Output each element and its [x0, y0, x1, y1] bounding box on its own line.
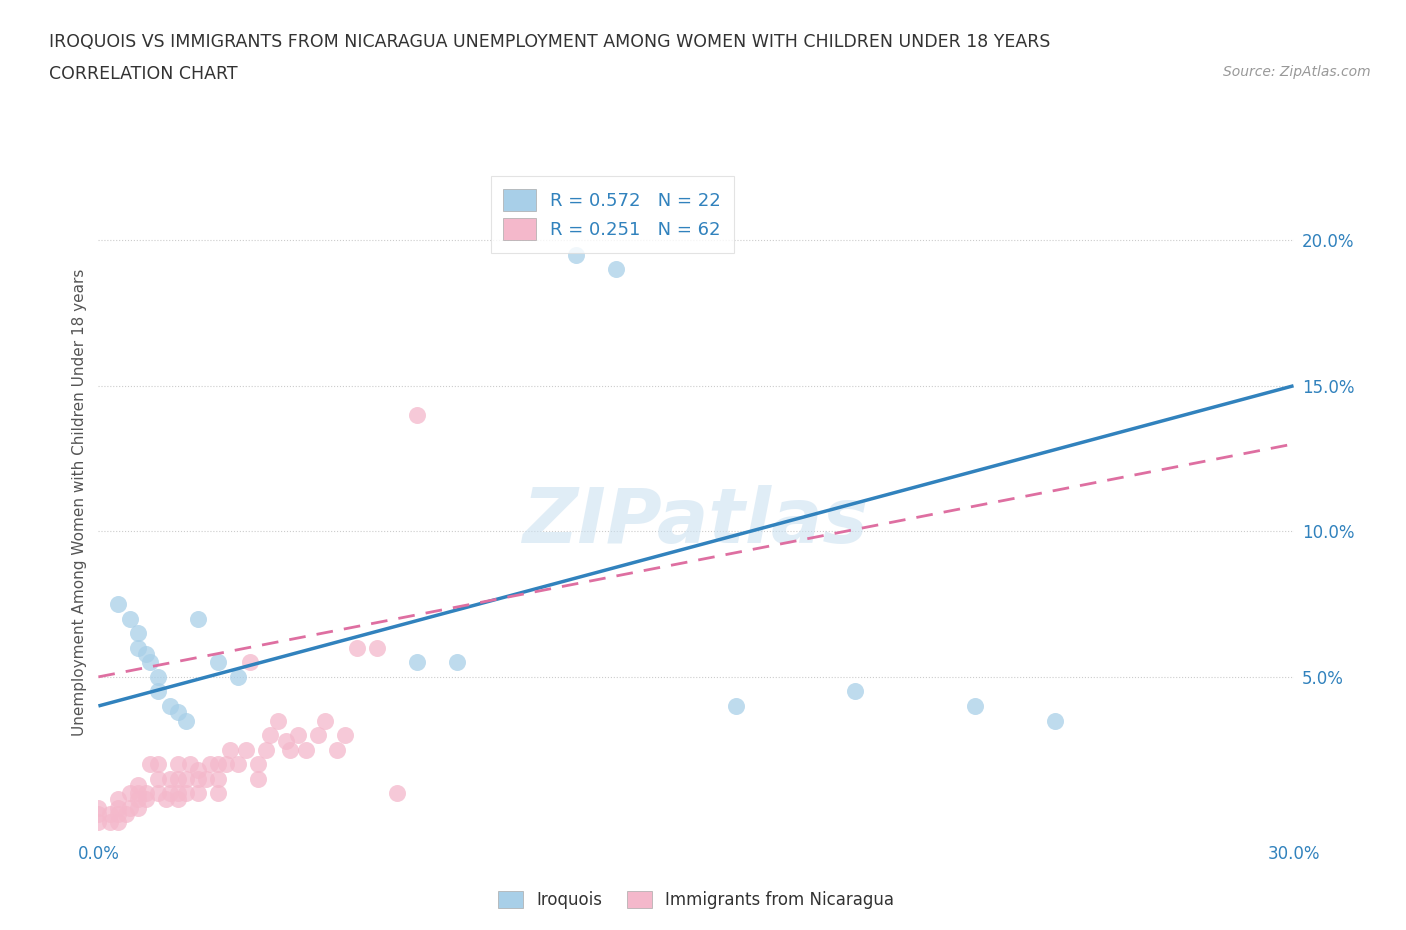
Point — [148, 670, 170, 684]
Point — [187, 611, 209, 626]
Point — [98, 815, 122, 830]
Point — [246, 771, 269, 786]
Point — [87, 815, 110, 830]
Point — [127, 626, 149, 641]
Point — [287, 727, 309, 742]
Point — [235, 742, 257, 757]
Point — [120, 801, 142, 816]
Point — [406, 407, 429, 422]
Point — [148, 684, 170, 698]
Point — [187, 771, 209, 786]
Point — [159, 771, 181, 786]
Point — [127, 791, 149, 806]
Point — [127, 641, 149, 656]
Point — [366, 641, 388, 656]
Point — [406, 655, 429, 670]
Point — [107, 806, 129, 821]
Point — [254, 742, 277, 757]
Point — [198, 757, 221, 772]
Point — [174, 713, 197, 728]
Point — [194, 771, 218, 786]
Point — [187, 763, 209, 777]
Point — [207, 771, 229, 786]
Point — [844, 684, 866, 698]
Point — [107, 791, 129, 806]
Point — [219, 742, 242, 757]
Text: IROQUOIS VS IMMIGRANTS FROM NICARAGUA UNEMPLOYMENT AMONG WOMEN WITH CHILDREN UND: IROQUOIS VS IMMIGRANTS FROM NICARAGUA UN… — [49, 33, 1050, 50]
Point — [274, 734, 297, 749]
Point — [167, 786, 190, 801]
Point — [135, 791, 157, 806]
Point — [215, 757, 238, 772]
Point — [207, 786, 229, 801]
Point — [148, 757, 170, 772]
Point — [385, 786, 409, 801]
Point — [139, 655, 162, 670]
Point — [278, 742, 301, 757]
Point — [724, 698, 747, 713]
Point — [127, 801, 149, 816]
Point — [446, 655, 468, 670]
Point — [174, 771, 197, 786]
Point — [167, 791, 190, 806]
Point — [326, 742, 349, 757]
Point — [167, 757, 190, 772]
Point — [135, 786, 157, 801]
Point — [127, 786, 149, 801]
Point — [207, 655, 229, 670]
Point — [307, 727, 329, 742]
Point — [1043, 713, 1066, 728]
Point — [115, 806, 138, 821]
Point — [346, 641, 368, 656]
Point — [107, 815, 129, 830]
Point — [963, 698, 986, 713]
Point — [107, 801, 129, 816]
Point — [179, 757, 201, 772]
Point — [226, 757, 249, 772]
Legend: Iroquois, Immigrants from Nicaragua: Iroquois, Immigrants from Nicaragua — [491, 884, 901, 916]
Point — [226, 670, 249, 684]
Point — [315, 713, 337, 728]
Point — [87, 801, 110, 816]
Point — [120, 786, 142, 801]
Point — [294, 742, 316, 757]
Point — [187, 786, 209, 801]
Point — [139, 757, 162, 772]
Point — [159, 698, 181, 713]
Point — [239, 655, 262, 670]
Point — [87, 806, 110, 821]
Point — [246, 757, 269, 772]
Point — [98, 806, 122, 821]
Point — [127, 777, 149, 792]
Point — [159, 786, 181, 801]
Point — [167, 704, 190, 719]
Point — [335, 727, 357, 742]
Point — [148, 771, 170, 786]
Point — [148, 786, 170, 801]
Point — [107, 597, 129, 612]
Text: Source: ZipAtlas.com: Source: ZipAtlas.com — [1223, 65, 1371, 79]
Point — [259, 727, 281, 742]
Point — [174, 786, 197, 801]
Point — [155, 791, 177, 806]
Point — [565, 247, 588, 262]
Y-axis label: Unemployment Among Women with Children Under 18 years: Unemployment Among Women with Children U… — [72, 269, 87, 736]
Point — [267, 713, 290, 728]
Point — [167, 771, 190, 786]
Text: ZIPatlas: ZIPatlas — [523, 485, 869, 559]
Text: CORRELATION CHART: CORRELATION CHART — [49, 65, 238, 83]
Point — [135, 646, 157, 661]
Point — [605, 262, 627, 277]
Point — [120, 611, 142, 626]
Point — [207, 757, 229, 772]
